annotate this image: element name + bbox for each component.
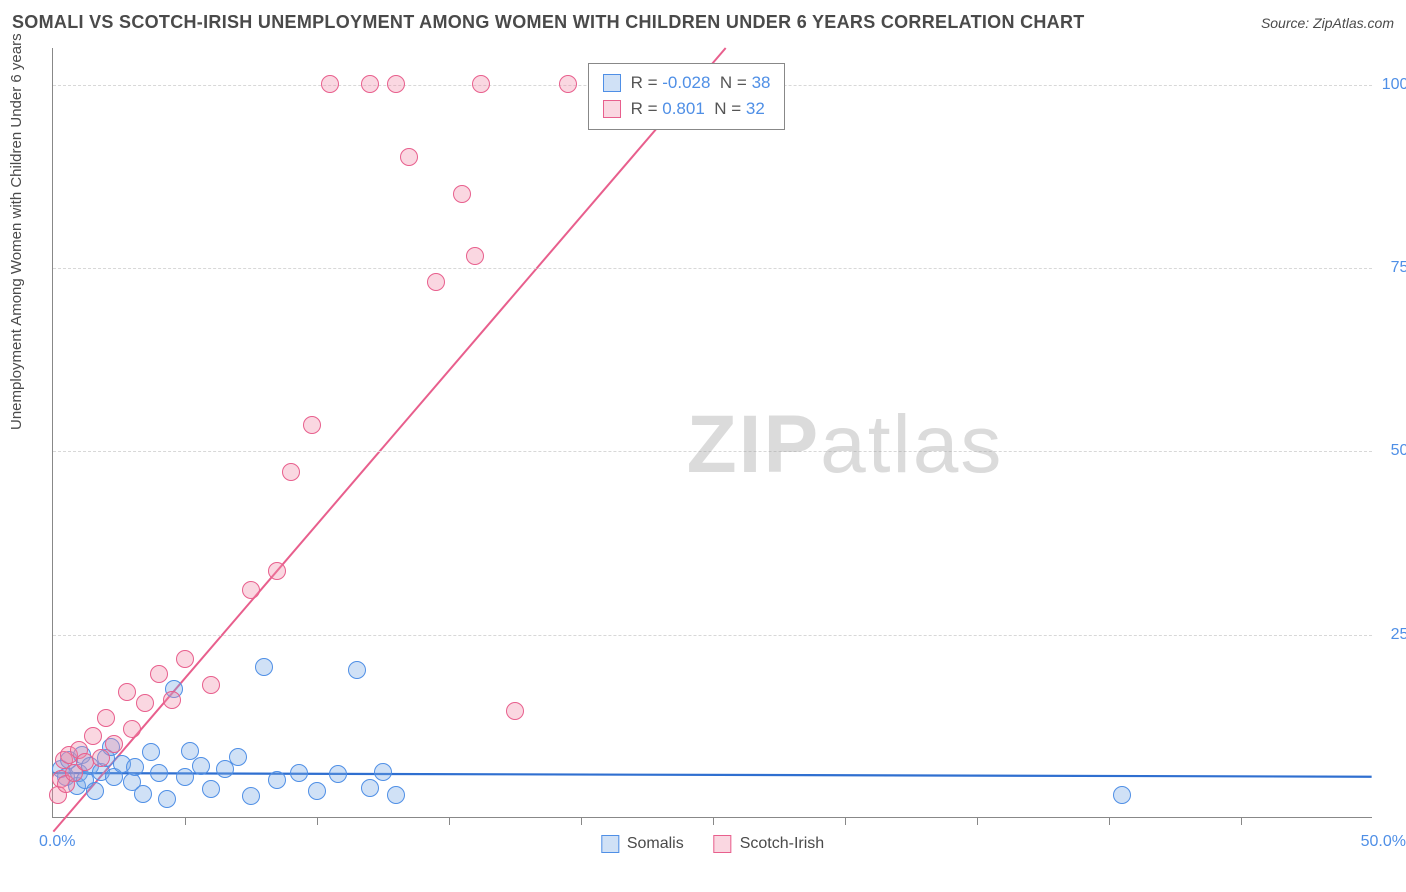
data-point xyxy=(176,650,194,668)
data-point xyxy=(105,735,123,753)
y-tick-label: 75.0% xyxy=(1391,259,1406,277)
data-point xyxy=(329,765,347,783)
data-point xyxy=(126,758,144,776)
legend-item: Somalis xyxy=(601,835,684,853)
data-point xyxy=(118,683,136,701)
data-point xyxy=(361,75,379,93)
data-point xyxy=(142,743,160,761)
legend: Somalis Scotch-Irish xyxy=(601,835,824,853)
legend-swatch xyxy=(714,835,732,853)
y-axis-label: Unemployment Among Women with Children U… xyxy=(8,33,25,430)
data-point xyxy=(242,787,260,805)
data-point xyxy=(374,763,392,781)
data-point xyxy=(427,273,445,291)
x-tick xyxy=(317,817,318,825)
x-tick xyxy=(1241,817,1242,825)
data-point xyxy=(123,720,141,738)
scatter-plot: 25.0%50.0%75.0%100.0%0.0%50.0%ZIPatlasR … xyxy=(52,48,1372,818)
data-point xyxy=(387,75,405,93)
data-point xyxy=(242,581,260,599)
data-point xyxy=(86,782,104,800)
data-point xyxy=(282,463,300,481)
data-point xyxy=(453,185,471,203)
data-point xyxy=(84,727,102,745)
data-point xyxy=(321,75,339,93)
data-point xyxy=(163,691,181,709)
legend-swatch xyxy=(603,74,621,92)
data-point xyxy=(472,75,490,93)
data-point xyxy=(255,658,273,676)
chart-title: SOMALI VS SCOTCH-IRISH UNEMPLOYMENT AMON… xyxy=(12,12,1085,33)
data-point xyxy=(268,562,286,580)
legend-item: Scotch-Irish xyxy=(714,835,824,853)
data-point xyxy=(92,749,110,767)
x-tick xyxy=(185,817,186,825)
legend-swatch xyxy=(601,835,619,853)
data-point xyxy=(400,148,418,166)
y-tick-label: 100.0% xyxy=(1382,76,1406,94)
data-point xyxy=(176,768,194,786)
data-point xyxy=(136,694,154,712)
data-point xyxy=(229,748,247,766)
trend-lines xyxy=(53,48,1372,817)
data-point xyxy=(506,702,524,720)
data-point xyxy=(387,786,405,804)
data-point xyxy=(134,785,152,803)
gridline xyxy=(53,635,1372,636)
data-point xyxy=(303,416,321,434)
data-point xyxy=(202,780,220,798)
gridline xyxy=(53,268,1372,269)
x-tick xyxy=(845,817,846,825)
data-point xyxy=(268,771,286,789)
x-tick xyxy=(977,817,978,825)
x-tick-label: 0.0% xyxy=(39,833,75,851)
correlation-row: R = 0.801 N = 32 xyxy=(603,96,771,122)
legend-label: Somalis xyxy=(627,835,684,853)
data-point xyxy=(1113,786,1131,804)
correlation-text: R = -0.028 N = 38 xyxy=(631,70,771,96)
x-tick xyxy=(449,817,450,825)
data-point xyxy=(202,676,220,694)
title-bar: SOMALI VS SCOTCH-IRISH UNEMPLOYMENT AMON… xyxy=(12,12,1394,33)
data-point xyxy=(97,709,115,727)
correlation-text: R = 0.801 N = 32 xyxy=(631,96,765,122)
data-point xyxy=(348,661,366,679)
correlation-row: R = -0.028 N = 38 xyxy=(603,70,771,96)
x-tick xyxy=(1109,817,1110,825)
data-point xyxy=(192,757,210,775)
y-tick-label: 25.0% xyxy=(1391,626,1406,644)
data-point xyxy=(466,247,484,265)
x-tick xyxy=(581,817,582,825)
y-tick-label: 50.0% xyxy=(1391,442,1406,460)
data-point xyxy=(158,790,176,808)
x-tick-label: 50.0% xyxy=(1361,833,1406,851)
legend-label: Scotch-Irish xyxy=(740,835,824,853)
correlation-box: R = -0.028 N = 38R = 0.801 N = 32 xyxy=(588,63,786,130)
legend-swatch xyxy=(603,100,621,118)
data-point xyxy=(150,665,168,683)
source-credit: Source: ZipAtlas.com xyxy=(1261,15,1394,31)
x-tick xyxy=(713,817,714,825)
trend-line xyxy=(53,48,725,832)
data-point xyxy=(308,782,326,800)
trend-line xyxy=(53,773,1371,777)
data-point xyxy=(559,75,577,93)
data-point xyxy=(290,764,308,782)
data-point xyxy=(150,764,168,782)
gridline xyxy=(53,451,1372,452)
data-point xyxy=(361,779,379,797)
